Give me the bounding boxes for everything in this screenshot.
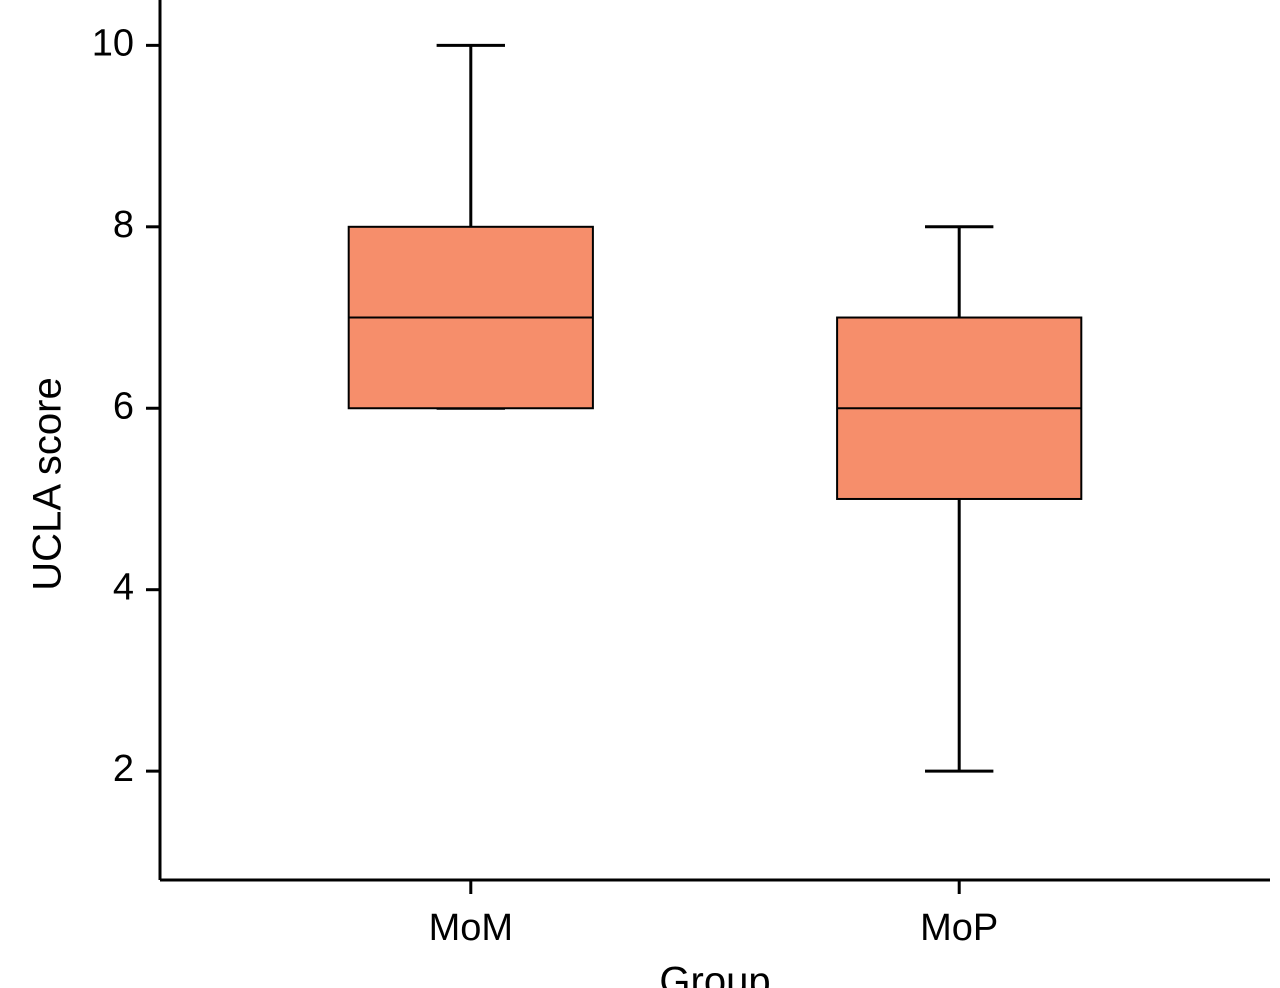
y-tick-label: 10	[92, 22, 134, 64]
y-tick-label: 4	[113, 567, 134, 609]
boxplot-chart: 2 4 6 8 10 UCLA score MoM MoP Group	[0, 0, 1280, 988]
x-tick-label: MoM	[429, 907, 513, 949]
x-tick-label: MoP	[920, 907, 998, 949]
y-tick-label: 2	[113, 748, 134, 790]
y-tick-label: 8	[113, 204, 134, 246]
y-axis-title: UCLA score	[26, 377, 70, 590]
y-tick-label: 6	[113, 385, 134, 427]
chart-background	[0, 0, 1280, 988]
x-axis-title: Group	[659, 960, 770, 988]
